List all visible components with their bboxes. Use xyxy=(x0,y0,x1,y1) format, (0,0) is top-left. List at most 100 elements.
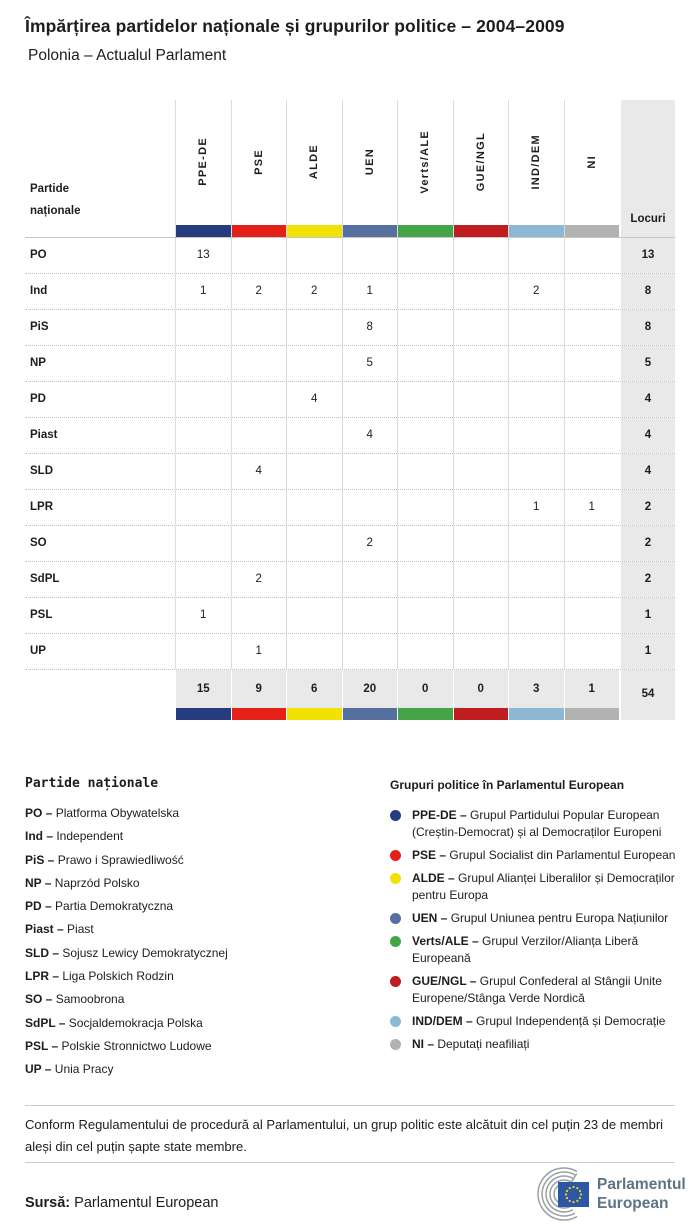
value-cell xyxy=(230,526,287,561)
party-legend-item: Ind – Independent xyxy=(25,829,365,843)
value-cell xyxy=(452,274,509,309)
party-legend-abbr: NP – xyxy=(25,875,55,890)
eu-flag-icon xyxy=(558,1182,589,1207)
legend-parties-heading: Partide naționale xyxy=(25,776,159,791)
table-row: SO 2 2 xyxy=(25,526,675,562)
group-color-dot-icon xyxy=(390,1016,401,1027)
value-cell xyxy=(341,382,398,417)
party-legend-item: PD – Partia Demokratyczna xyxy=(25,899,365,913)
party-legend-item: PiS – Prawo i Sprawiedliwość xyxy=(25,853,365,867)
source-text: Parlamentul European xyxy=(74,1195,219,1211)
table-header-row: Partide naționale PPE-DE PSE ALDE UEN Verts/… xyxy=(25,100,675,238)
value-cell xyxy=(397,346,453,381)
table-header-parties-label: Partide naționale xyxy=(30,183,81,217)
value-cell xyxy=(563,382,620,417)
group-column-header-label: IND/DEM xyxy=(530,133,543,190)
group-legend-text: PPE-DE – Grupul Partidului Popular Europ… xyxy=(412,807,680,841)
group-color-bar xyxy=(564,225,619,237)
party-legend-name: Socjaldemokracja Polska xyxy=(68,1015,203,1030)
party-legend-abbr: SLD – xyxy=(25,945,63,960)
value-cell xyxy=(508,598,564,633)
party-label: Piast xyxy=(30,429,58,441)
group-column-header-labelbox: Verts/ALE xyxy=(398,100,453,223)
value-cell xyxy=(397,454,453,489)
value-cell: 1 xyxy=(563,490,620,525)
group-legend-abbr: NI – xyxy=(412,1037,438,1051)
party-legend-abbr: SO – xyxy=(25,992,56,1007)
totals-row: 15 9 6 20 0 0 3 1 54 xyxy=(25,670,675,720)
value-cell xyxy=(508,526,564,561)
value-cell xyxy=(230,382,287,417)
group-legend-item: PPE-DE – Grupul Partidului Popular Europ… xyxy=(390,807,680,841)
european-parliament-logo: Parlamentul European xyxy=(512,1166,686,1222)
value-cell: 2 xyxy=(230,274,287,309)
table-row: UP 1 1 xyxy=(25,634,675,670)
group-column-header: GUE/NGL xyxy=(452,100,509,237)
value-cell xyxy=(230,346,287,381)
value-cell xyxy=(286,238,342,273)
group-color-bar xyxy=(453,225,508,237)
value-cell: 5 xyxy=(341,346,398,381)
value-cell xyxy=(286,418,342,453)
group-color-bar xyxy=(286,708,342,720)
group-column-header: IND/DEM xyxy=(508,100,564,237)
group-color-bar xyxy=(508,708,564,720)
party-group-table: Partide naționale PPE-DE PSE ALDE UEN Verts/… xyxy=(25,100,675,720)
group-legend-item: NI – Deputați neafiliați xyxy=(390,1036,680,1053)
value-cell xyxy=(563,454,620,489)
group-legend-name: Grupul Alianței Liberalilor și Democrați… xyxy=(412,871,675,902)
legend-national-parties: Partide naționale PO – Platforma Obywate… xyxy=(25,776,365,1086)
table-body: PO 13 13 Ind 1 2 2 1 2 8 PiS 8 8 NP 5 5 PD 4 4 Piast 4 4 SLD 4 4… xyxy=(25,238,675,720)
value-cell xyxy=(452,634,509,669)
group-legend-abbr: Verts/ALE – xyxy=(412,934,483,948)
party-legend-item: SO – Samoobrona xyxy=(25,992,365,1006)
seats-cell: 8 xyxy=(619,274,675,309)
divider-top xyxy=(25,1105,675,1106)
group-legend-abbr: PPE-DE – xyxy=(412,808,471,822)
value-cell xyxy=(508,634,564,669)
party-label: PiS xyxy=(30,321,49,333)
group-legend-name: Grupul Uniunea pentru Europa Națiunilor xyxy=(450,911,669,925)
group-color-bar xyxy=(176,225,231,237)
table-row: Ind 1 2 2 1 2 8 xyxy=(25,274,675,310)
legend-political-groups: Grupuri politice în Parlamentul European… xyxy=(390,778,680,1059)
value-cell xyxy=(452,454,509,489)
value-cell xyxy=(341,562,398,597)
table-row: SLD 4 4 xyxy=(25,454,675,490)
party-label: SdPL xyxy=(30,573,60,585)
value-cell xyxy=(397,562,453,597)
party-legend-name: Prawo i Sprawiedliwość xyxy=(57,852,184,867)
legend-groups-list: PPE-DE – Grupul Partidului Popular Europ… xyxy=(390,807,680,1053)
total-value-cell: 1 xyxy=(563,670,619,708)
value-cell xyxy=(563,310,620,345)
party-legend-item: PSL – Polskie Stronnictwo Ludowe xyxy=(25,1039,365,1053)
footnote: Conform Regulamentului de procedură al P… xyxy=(25,1117,664,1154)
group-legend-abbr: GUE/NGL – xyxy=(412,974,480,988)
value-cell xyxy=(397,526,453,561)
value-cell xyxy=(397,418,453,453)
party-legend-abbr: Ind – xyxy=(25,829,57,844)
value-cell xyxy=(397,598,453,633)
group-color-dot-icon xyxy=(390,913,401,924)
party-legend-item: UP – Unia Pracy xyxy=(25,1062,365,1076)
party-legend-abbr: SdPL – xyxy=(25,1015,69,1030)
value-cell: 1 xyxy=(175,274,231,309)
group-legend-item: PSE – Grupul Socialist din Parlamentul E… xyxy=(390,847,680,864)
total-value-cell: 6 xyxy=(286,670,342,708)
party-legend-abbr: PO – xyxy=(25,806,56,820)
group-column-header-labelbox: UEN xyxy=(343,100,398,223)
party-label: LPR xyxy=(30,501,53,513)
legend-groups-heading: Grupuri politice în Parlamentul European xyxy=(390,778,625,792)
value-cell xyxy=(508,310,564,345)
group-column-header-labelbox: GUE/NGL xyxy=(454,100,509,223)
party-legend-name: Polskie Stronnictwo Ludowe xyxy=(61,1038,212,1053)
group-color-bar xyxy=(397,708,453,720)
group-column-header-label: Verts/ALE xyxy=(419,129,432,194)
party-legend-name: Platforma Obywatelska xyxy=(55,806,180,820)
value-cell: 2 xyxy=(230,562,287,597)
value-cell xyxy=(563,346,620,381)
value-cell: 1 xyxy=(175,598,231,633)
value-cell xyxy=(286,598,342,633)
table-row: Piast 4 4 xyxy=(25,418,675,454)
